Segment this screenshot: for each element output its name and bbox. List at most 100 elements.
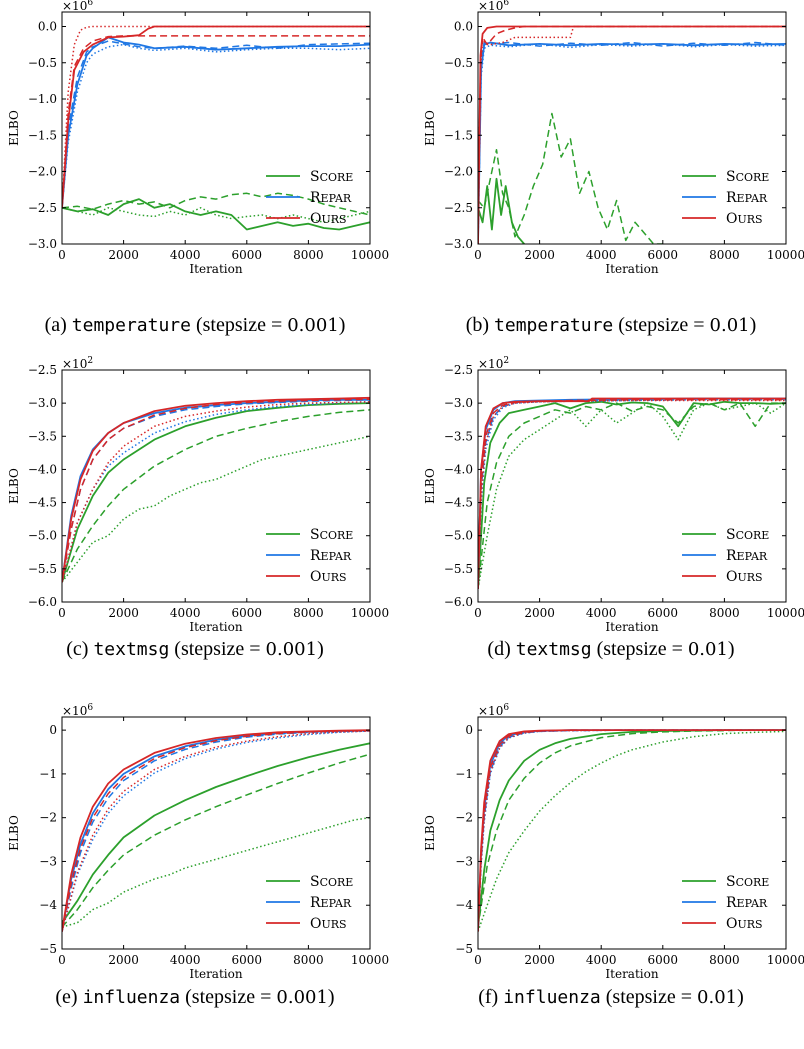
x-axis-label: Iteration — [189, 262, 242, 276]
caption-dataset: textmsg — [515, 639, 592, 660]
legend-label-score: SCORE — [310, 527, 353, 543]
legend-label-repar: REPAR — [726, 190, 768, 206]
y-tick-label: −1 — [455, 767, 473, 781]
legend-label-score: SCORE — [310, 874, 353, 890]
y-axis-label: ELBO — [7, 468, 21, 504]
caption-suffix: ) — [338, 314, 346, 336]
series-line-repar-dashed — [62, 40, 370, 208]
caption-prefix: (stepsize = — [174, 638, 266, 660]
y-tick-label: −6.0 — [28, 595, 57, 609]
caption-stepsize: 0.001 — [276, 987, 328, 1008]
series-line-ours-dotted — [478, 399, 786, 589]
y-tick-label: −2.0 — [28, 165, 57, 179]
x-tick-label: 10000 — [351, 953, 389, 967]
caption-prefix: (stepsize = — [185, 986, 277, 1008]
legend-label-ours: OURS — [726, 211, 763, 227]
series-line-repar-dotted — [62, 43, 370, 208]
y-tick-label: −3 — [39, 854, 57, 868]
series-line-ours-dotted — [478, 25, 786, 244]
plot-frame — [61, 11, 371, 245]
x-tick-label: 8000 — [709, 606, 740, 620]
y-tick-label: −5 — [455, 942, 473, 956]
series-line-ours-solid — [478, 25, 786, 244]
line-chart: 0 2000 4000 6000 8000 10000 0.0 −0.5 −1.0 −1.5 −2.… — [7, 0, 389, 276]
legend: SCORE REPAR OURS — [682, 874, 769, 932]
caption-dataset: influenza — [82, 987, 181, 1008]
figure-caption: (d) textmsg (stepsize = 0.01) — [416, 638, 804, 661]
legend: SCORE REPAR OURS — [266, 527, 353, 585]
y-tick-label: −4.0 — [444, 462, 473, 476]
x-axis-label: Iteration — [605, 262, 658, 276]
x-tick-label: 8000 — [293, 953, 324, 967]
series-line-score-dashed — [62, 409, 370, 583]
y-tick-label: −3.0 — [444, 396, 473, 410]
series-line-score-dashed — [62, 753, 370, 928]
y-tick-label: −5.0 — [444, 529, 473, 543]
y-tick-label: −1.5 — [444, 128, 473, 142]
y-tick-label: −3.0 — [444, 237, 473, 251]
x-tick-label: 8000 — [709, 953, 740, 967]
series-line-score-solid — [62, 198, 370, 231]
y-tick-label: −3.0 — [28, 396, 57, 410]
y-tick-label: −5.5 — [28, 562, 57, 576]
series-line-score-dotted — [478, 402, 786, 589]
caption-stepsize: 0.01 — [687, 639, 728, 660]
y-tick-label: −2.0 — [444, 165, 473, 179]
x-tick-label: 4000 — [586, 248, 617, 262]
legend-label-repar: REPAR — [310, 548, 352, 564]
caption-label: (c) — [66, 638, 89, 660]
x-tick-label: 0 — [474, 953, 482, 967]
x-tick-label: 4000 — [170, 248, 201, 262]
x-tick-label: 6000 — [648, 953, 679, 967]
y-tick-label: −1 — [39, 767, 57, 781]
legend: SCORE REPAR OURS — [682, 527, 769, 585]
y-tick-label: −2.5 — [444, 363, 473, 377]
axis-multiplier: ×102 — [62, 356, 93, 371]
y-tick-label: 0.0 — [38, 20, 57, 34]
caption-dataset: temperature — [494, 315, 614, 336]
caption-label: (b) — [465, 314, 490, 336]
chart-panel: 0 2000 4000 6000 8000 10000 0 −1 −2 −3 −4 −5 ×106 Ite… — [0, 703, 392, 1025]
x-tick-label: 0 — [474, 248, 482, 262]
y-tick-label: −1.0 — [444, 92, 473, 106]
caption-dataset: influenza — [503, 987, 601, 1008]
caption-stepsize: 0.001 — [265, 639, 318, 660]
series-group — [478, 397, 786, 589]
plot-frame — [477, 716, 787, 950]
line-chart: 0 2000 4000 6000 8000 10000 0 −1 −2 −3 −4 −5 ×106 Ite… — [423, 703, 804, 981]
x-tick-label: 4000 — [170, 606, 201, 620]
x-axis-label: Iteration — [605, 967, 658, 981]
caption-suffix: ) — [327, 986, 335, 1008]
figure-caption: (b) temperature (stepsize = 0.01) — [416, 314, 804, 337]
y-tick-label: −1.5 — [28, 128, 57, 142]
x-tick-label: 2000 — [108, 606, 139, 620]
x-tick-label: 2000 — [524, 248, 555, 262]
x-tick-label: 0 — [474, 606, 482, 620]
legend-label-ours: OURS — [310, 916, 347, 932]
y-tick-label: −6.0 — [444, 595, 473, 609]
chart-panel: 0 2000 4000 6000 8000 10000 −2.5 −3.0 −3.5 −4.0 −4… — [0, 356, 392, 678]
caption-prefix: (stepsize = — [618, 314, 710, 336]
x-tick-label: 6000 — [648, 606, 679, 620]
series-line-repar-dotted — [62, 730, 370, 932]
axis-multiplier: ×106 — [62, 703, 93, 718]
series-line-score-solid — [478, 400, 786, 589]
y-tick-label: 0.0 — [454, 20, 473, 34]
caption-suffix: ) — [749, 314, 757, 336]
x-tick-label: 10000 — [767, 606, 804, 620]
series-line-repar-dotted — [62, 401, 370, 583]
series-line-ours-dotted — [62, 25, 370, 208]
y-tick-label: −2 — [39, 811, 57, 825]
series-group — [478, 25, 786, 244]
x-tick-label: 10000 — [351, 248, 389, 262]
line-chart: 0 2000 4000 6000 8000 10000 −2.5 −3.0 −3.5 −4.0 −4… — [7, 356, 389, 634]
x-tick-label: 6000 — [232, 953, 263, 967]
series-line-score-dashed — [478, 402, 786, 589]
legend-label-ours: OURS — [726, 916, 763, 932]
x-tick-label: 4000 — [586, 606, 617, 620]
y-tick-label: −3.0 — [28, 237, 57, 251]
y-axis-label: ELBO — [423, 468, 437, 504]
legend-label-repar: REPAR — [726, 895, 768, 911]
legend-label-score: SCORE — [726, 527, 769, 543]
plot-frame — [61, 716, 371, 950]
